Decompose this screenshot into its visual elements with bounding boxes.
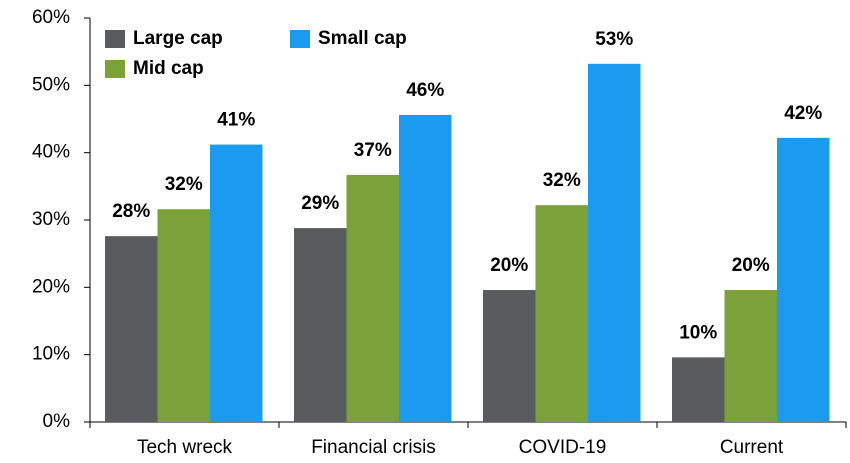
bar	[346, 174, 399, 422]
y-tick-label: 40%	[32, 142, 70, 163]
value-label: 46%	[406, 80, 444, 101]
value-label: 28%	[112, 201, 150, 222]
x-tick-label: Current	[720, 437, 784, 458]
bar	[777, 137, 830, 422]
y-tick-label: 0%	[43, 411, 71, 432]
bar	[105, 236, 158, 422]
bar	[210, 144, 263, 422]
bar	[724, 290, 777, 422]
y-tick-label: 60%	[32, 7, 70, 28]
bar	[483, 290, 536, 422]
value-label: 32%	[543, 170, 581, 191]
bar	[157, 209, 210, 422]
legend-swatch	[105, 60, 125, 78]
legend-swatch	[290, 30, 310, 48]
value-label: 32%	[165, 174, 203, 195]
bar	[535, 205, 588, 422]
bar	[294, 228, 347, 422]
value-label: 29%	[301, 193, 339, 214]
value-label: 10%	[679, 322, 717, 343]
y-tick-label: 50%	[32, 74, 70, 95]
y-tick-label: 20%	[32, 276, 70, 297]
legend-label: Small cap	[318, 28, 407, 49]
x-tick-label: COVID-19	[519, 437, 607, 458]
value-label: 20%	[732, 255, 770, 276]
value-label: 20%	[490, 255, 528, 276]
bar	[399, 114, 452, 423]
x-tick-label: Tech wreck	[137, 437, 233, 458]
value-label: 37%	[354, 140, 392, 161]
bar	[588, 63, 641, 422]
legend-swatch	[105, 30, 125, 48]
y-tick-label: 30%	[32, 209, 70, 230]
value-label: 53%	[595, 29, 633, 50]
bar	[672, 357, 725, 422]
value-label: 42%	[784, 103, 822, 124]
legend-label: Large cap	[133, 28, 223, 49]
legend-label: Mid cap	[133, 58, 204, 79]
x-tick-label: Financial crisis	[311, 437, 436, 458]
value-label: 41%	[217, 110, 255, 131]
y-tick-label: 10%	[32, 344, 70, 365]
